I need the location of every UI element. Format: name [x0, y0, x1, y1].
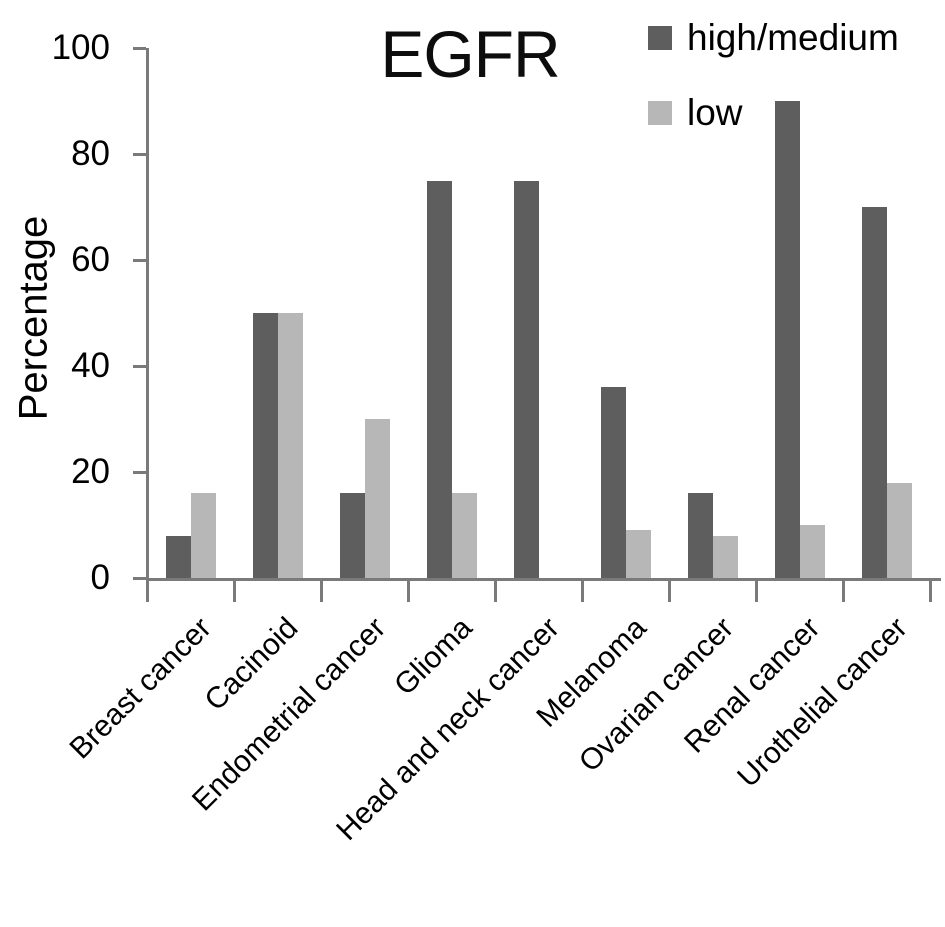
- bar-high-medium: [862, 207, 887, 578]
- legend-label-high-medium: high/medium: [687, 17, 899, 58]
- bar-high-medium: [253, 313, 278, 578]
- bar-high-medium: [427, 180, 452, 578]
- x-axis-tick: [233, 581, 236, 602]
- y-axis-tick: [133, 577, 146, 580]
- y-axis-tick: [133, 47, 146, 50]
- legend-item-low: low: [648, 93, 743, 133]
- bar-high-medium: [166, 535, 191, 578]
- y-axis-tick: [133, 259, 146, 262]
- x-axis-tick: [668, 581, 671, 602]
- y-axis-tick-label: 0: [90, 558, 110, 597]
- x-axis-tick: [755, 581, 758, 602]
- bar-low: [713, 535, 738, 578]
- y-axis-tick-label: 80: [71, 134, 110, 173]
- bar-low: [452, 493, 477, 578]
- legend-label-low: low: [687, 92, 743, 133]
- bar-low: [887, 482, 912, 578]
- legend-swatch-low: [648, 101, 672, 125]
- legend-item-high-medium: high/medium: [648, 18, 899, 58]
- y-axis-tick-label: 60: [71, 240, 110, 279]
- x-axis-tick: [929, 581, 932, 602]
- legend-swatch-high-medium: [648, 26, 672, 50]
- y-axis-tick-label: 20: [71, 452, 110, 491]
- x-axis-label: Urothelial cancer: [731, 611, 914, 794]
- chart-title: EGFR: [380, 17, 560, 91]
- bar-high-medium: [775, 101, 800, 578]
- x-axis-tick: [494, 581, 497, 602]
- x-axis-label: Breast cancer: [63, 611, 218, 766]
- bar-low: [626, 530, 651, 578]
- bar-high-medium: [688, 493, 713, 578]
- x-axis-line: [146, 578, 941, 581]
- x-axis-tick: [842, 581, 845, 602]
- x-axis-tick: [320, 581, 323, 602]
- y-axis-tick: [133, 471, 146, 474]
- bar-high-medium: [514, 180, 539, 578]
- bar-low: [800, 525, 825, 578]
- y-axis-line: [146, 48, 149, 581]
- bar-low: [365, 419, 390, 578]
- y-axis-tick: [133, 365, 146, 368]
- x-axis-tick: [146, 581, 149, 602]
- x-axis-label: Ovarian cancer: [572, 611, 740, 779]
- y-axis-tick-label: 40: [71, 346, 110, 385]
- y-axis-tick: [133, 153, 146, 156]
- bar-high-medium: [340, 493, 365, 578]
- bar-low: [191, 493, 216, 578]
- x-axis-tick: [581, 581, 584, 602]
- y-axis-tick-label: 100: [51, 28, 110, 67]
- bar-high-medium: [601, 387, 626, 578]
- bar-low: [278, 313, 303, 578]
- x-axis-tick: [407, 581, 410, 602]
